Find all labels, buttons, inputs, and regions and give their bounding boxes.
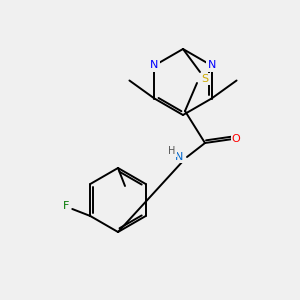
Text: H: H [168,146,176,156]
Text: S: S [201,74,208,84]
Text: N: N [150,61,159,70]
Text: N: N [207,61,216,70]
Text: O: O [232,134,240,144]
Text: N: N [175,152,183,162]
Text: F: F [63,201,70,211]
